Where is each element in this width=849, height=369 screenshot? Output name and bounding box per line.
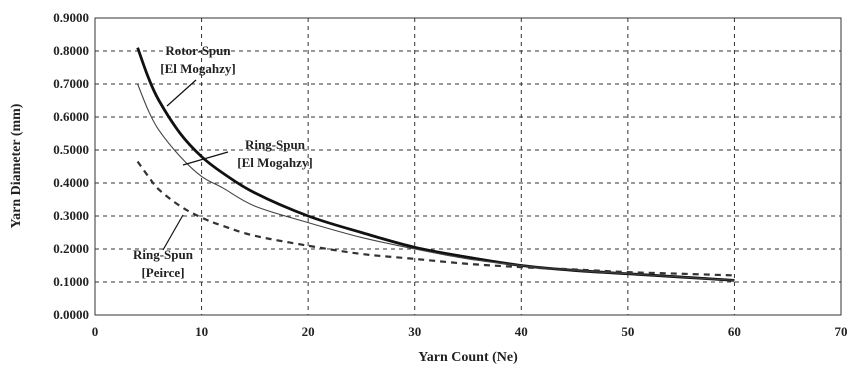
x-tick-label: 40 xyxy=(515,324,528,339)
ring-spun-peirce-line xyxy=(136,160,735,277)
x-tick-label: 10 xyxy=(195,324,208,339)
y-tick-labels: 0.0000 0.1000 0.2000 0.3000 0.4000 0.5000 0.60… xyxy=(53,10,89,322)
x-tick-label: 30 xyxy=(408,324,421,339)
annotation-line-2: [Peirce] xyxy=(141,265,184,280)
annotation-leader-line xyxy=(166,79,197,107)
x-axis-title: Yarn Count (Ne) xyxy=(418,350,518,365)
x-tick-label: 20 xyxy=(302,324,315,339)
ring-spun-el-mogahzy-line xyxy=(137,83,735,281)
y-tick-label: 0.5000 xyxy=(53,142,89,157)
x-tick-label: 50 xyxy=(621,324,634,339)
annotation-leader-line xyxy=(162,214,184,251)
grid-lines xyxy=(95,18,841,315)
x-tick-label: 60 xyxy=(728,324,741,339)
y-tick-label: 0.6000 xyxy=(53,109,89,124)
y-tick-label: 0.7000 xyxy=(53,76,89,91)
annotation-line-1: Ring-Spun xyxy=(245,137,306,152)
plot-area xyxy=(94,17,842,316)
annotations: Rotor-Spun [El Mogahzy] Ring-Spun [El Mogah… xyxy=(133,43,313,280)
annotation-leader-line xyxy=(182,151,229,166)
ring-spun-el-mogahzy-label: Ring-Spun [El Mogahzy] xyxy=(182,137,313,170)
x-tick-labels: 0 10 20 30 40 50 60 70 xyxy=(92,324,848,339)
y-tick-label: 0.0000 xyxy=(53,307,89,322)
annotation-line-2: [El Mogahzy] xyxy=(160,61,235,76)
y-tick-label: 0.2000 xyxy=(53,241,89,256)
y-tick-label: 0.9000 xyxy=(53,10,89,25)
data-series xyxy=(136,47,735,282)
y-tick-label: 0.4000 xyxy=(53,175,89,190)
x-tick-label: 70 xyxy=(835,324,848,339)
annotation-line-2: [El Mogahzy] xyxy=(237,155,312,170)
y-axis-title: Yarn Diameter (mm) xyxy=(9,103,24,228)
annotation-line-1: Ring-Spun xyxy=(133,247,194,262)
y-tick-label: 0.3000 xyxy=(53,208,89,223)
y-tick-label: 0.1000 xyxy=(53,274,89,289)
x-tick-label: 0 xyxy=(92,324,99,339)
y-tick-label: 0.8000 xyxy=(53,43,89,58)
rotor-spun-el-mogahzy-label: Rotor-Spun [El Mogahzy] xyxy=(160,43,236,107)
annotation-line-1: Rotor-Spun xyxy=(165,43,231,58)
ring-spun-peirce-label: Ring-Spun [Peirce] xyxy=(133,214,194,280)
